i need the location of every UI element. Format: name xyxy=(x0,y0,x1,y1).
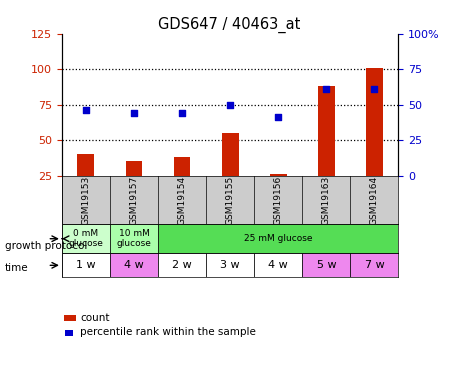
Text: GSM19154: GSM19154 xyxy=(178,176,186,225)
Text: 25 mM glucose: 25 mM glucose xyxy=(244,234,312,243)
Bar xyxy=(350,253,398,278)
Bar xyxy=(222,133,239,211)
Point xyxy=(371,86,378,92)
Point xyxy=(322,86,330,92)
Bar xyxy=(318,86,335,211)
Point xyxy=(226,102,234,108)
Text: 4 w: 4 w xyxy=(268,260,288,270)
Text: GSM19163: GSM19163 xyxy=(322,176,331,225)
Text: 1 w: 1 w xyxy=(76,260,96,270)
Point xyxy=(130,110,137,116)
Bar xyxy=(254,253,302,278)
Bar xyxy=(206,253,254,278)
Bar xyxy=(110,253,158,278)
Text: growth protocol: growth protocol xyxy=(5,241,87,250)
Text: 0 mM
glucose: 0 mM glucose xyxy=(68,229,104,248)
Bar xyxy=(366,68,383,211)
Bar xyxy=(125,161,142,211)
Text: 10 mM
glucose: 10 mM glucose xyxy=(116,229,152,248)
Bar xyxy=(110,224,158,253)
Text: GSM19155: GSM19155 xyxy=(226,176,234,225)
Text: GSM19156: GSM19156 xyxy=(274,176,283,225)
Bar xyxy=(62,253,110,278)
Text: GSM19157: GSM19157 xyxy=(130,176,138,225)
Point xyxy=(179,110,186,116)
Point xyxy=(275,114,282,120)
Bar xyxy=(302,253,350,278)
Text: time: time xyxy=(5,263,28,273)
Text: GDS647 / 40463_at: GDS647 / 40463_at xyxy=(158,17,300,33)
Bar xyxy=(270,174,287,211)
Text: 4 w: 4 w xyxy=(124,260,144,270)
Bar xyxy=(158,224,398,253)
Bar xyxy=(77,154,94,211)
Bar xyxy=(158,253,206,278)
Text: 5 w: 5 w xyxy=(316,260,336,270)
Bar xyxy=(174,157,191,211)
Text: percentile rank within the sample: percentile rank within the sample xyxy=(80,327,256,337)
Text: 7 w: 7 w xyxy=(365,260,384,270)
Text: GSM19164: GSM19164 xyxy=(370,176,379,225)
Text: 3 w: 3 w xyxy=(220,260,240,270)
Bar xyxy=(62,224,110,253)
Point xyxy=(82,107,90,113)
Text: GSM19153: GSM19153 xyxy=(82,176,90,225)
Text: 2 w: 2 w xyxy=(172,260,192,270)
Text: count: count xyxy=(80,313,109,323)
